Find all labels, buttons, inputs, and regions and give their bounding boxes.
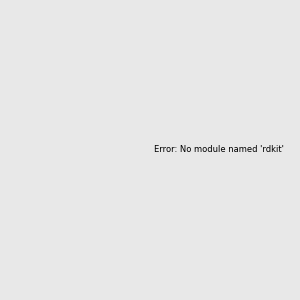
Text: Error: No module named 'rdkit': Error: No module named 'rdkit' xyxy=(154,145,284,154)
